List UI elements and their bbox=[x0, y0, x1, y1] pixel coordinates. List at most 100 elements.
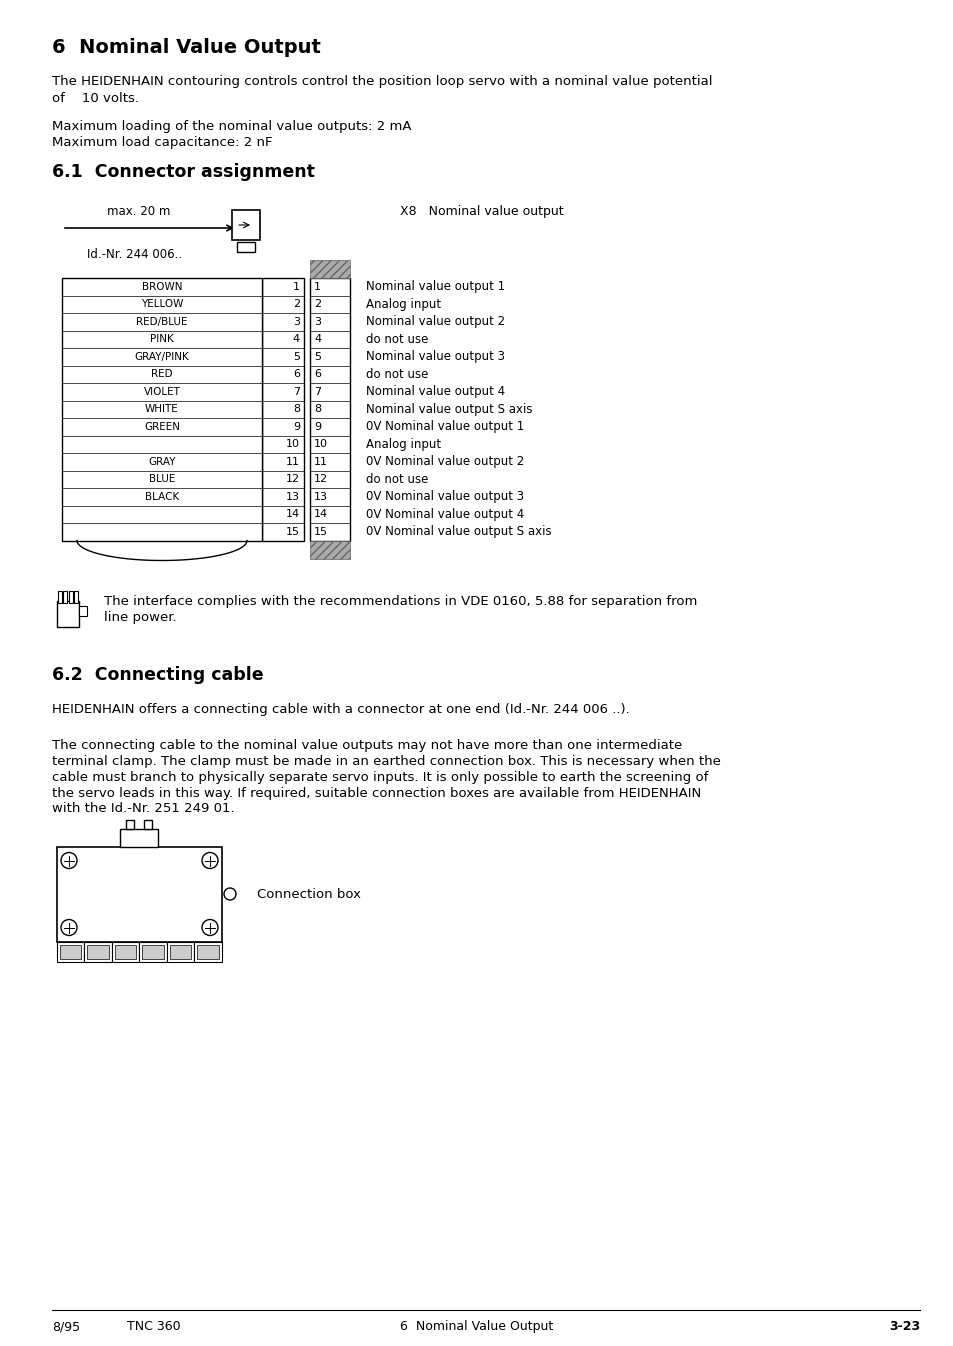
Bar bbox=[112, 941, 139, 961]
Text: BROWN: BROWN bbox=[142, 281, 182, 292]
Bar bbox=[64, 591, 68, 603]
Text: 14: 14 bbox=[286, 509, 299, 520]
Text: 3: 3 bbox=[314, 316, 320, 327]
Text: terminal clamp. The clamp must be made in an earthed connection box. This is nec: terminal clamp. The clamp must be made i… bbox=[52, 755, 720, 767]
Bar bbox=[57, 600, 79, 626]
Text: Nominal value output 3: Nominal value output 3 bbox=[366, 350, 504, 363]
Text: Connection box: Connection box bbox=[256, 887, 360, 900]
Text: 2: 2 bbox=[293, 299, 299, 310]
Bar bbox=[139, 941, 167, 961]
Text: 5: 5 bbox=[314, 351, 320, 362]
Text: 11: 11 bbox=[314, 456, 328, 467]
Text: YELLOW: YELLOW bbox=[141, 299, 183, 310]
Text: Maximum load capacitance: 2 nF: Maximum load capacitance: 2 nF bbox=[52, 136, 273, 149]
Text: 15: 15 bbox=[314, 526, 328, 537]
Bar bbox=[60, 945, 81, 958]
Text: 15: 15 bbox=[286, 526, 299, 537]
Bar bbox=[115, 945, 136, 958]
Text: Nominal value output 1: Nominal value output 1 bbox=[366, 280, 504, 293]
Text: 6.1  Connector assignment: 6.1 Connector assignment bbox=[52, 163, 314, 180]
Text: 8: 8 bbox=[314, 404, 321, 415]
Bar bbox=[262, 279, 304, 541]
Text: of    10 volts.: of 10 volts. bbox=[52, 92, 139, 105]
Bar bbox=[144, 820, 152, 829]
Text: do not use: do not use bbox=[366, 332, 428, 346]
Text: The interface complies with the recommendations in VDE 0160, 5.88 for separation: The interface complies with the recommen… bbox=[104, 595, 697, 608]
Text: WHITE: WHITE bbox=[145, 404, 178, 415]
Text: 14: 14 bbox=[314, 509, 328, 520]
Bar bbox=[85, 941, 112, 961]
Text: 10: 10 bbox=[286, 439, 299, 450]
Text: 6: 6 bbox=[293, 369, 299, 380]
Text: do not use: do not use bbox=[366, 472, 428, 486]
Text: 6  Nominal Value Output: 6 Nominal Value Output bbox=[400, 1320, 553, 1333]
Bar bbox=[310, 279, 350, 541]
Text: 6.2  Connecting cable: 6.2 Connecting cable bbox=[52, 665, 263, 684]
Text: do not use: do not use bbox=[366, 367, 428, 381]
Text: VIOLET: VIOLET bbox=[143, 386, 180, 397]
Text: The connecting cable to the nominal value outputs may not have more than one int: The connecting cable to the nominal valu… bbox=[52, 739, 681, 751]
Text: 4: 4 bbox=[293, 334, 299, 345]
Text: BLUE: BLUE bbox=[149, 474, 175, 485]
Text: 6  Nominal Value Output: 6 Nominal Value Output bbox=[52, 38, 320, 57]
Text: cable must branch to physically separate servo inputs. It is only possible to ea: cable must branch to physically separate… bbox=[52, 770, 708, 783]
Text: 1: 1 bbox=[314, 281, 320, 292]
Bar bbox=[232, 210, 260, 240]
Bar bbox=[69, 591, 73, 603]
Text: 0V Nominal value output 1: 0V Nominal value output 1 bbox=[366, 420, 524, 433]
Text: Analog input: Analog input bbox=[366, 297, 440, 311]
Text: the servo leads in this way. If required, suitable connection boxes are availabl: the servo leads in this way. If required… bbox=[52, 786, 700, 800]
Text: 12: 12 bbox=[286, 474, 299, 485]
Text: X8   Nominal value output: X8 Nominal value output bbox=[399, 205, 563, 218]
Bar bbox=[120, 829, 158, 847]
Text: 0V Nominal value output 4: 0V Nominal value output 4 bbox=[366, 507, 524, 521]
Text: 13: 13 bbox=[314, 491, 328, 502]
Text: 2: 2 bbox=[314, 299, 321, 310]
Text: 9: 9 bbox=[314, 421, 321, 432]
Bar bbox=[58, 591, 62, 603]
Text: 9: 9 bbox=[293, 421, 299, 432]
Text: line power.: line power. bbox=[104, 611, 176, 625]
Text: Maximum loading of the nominal value outputs: 2 mA: Maximum loading of the nominal value out… bbox=[52, 120, 411, 133]
Text: 3-23: 3-23 bbox=[888, 1320, 919, 1333]
Bar bbox=[310, 260, 350, 279]
Text: GREEN: GREEN bbox=[144, 421, 180, 432]
Text: HEIDENHAIN offers a connecting cable with a connector at one end (Id.-Nr. 244 00: HEIDENHAIN offers a connecting cable wit… bbox=[52, 704, 629, 716]
Text: with the Id.-Nr. 251 249 01.: with the Id.-Nr. 251 249 01. bbox=[52, 802, 234, 816]
Bar bbox=[197, 945, 219, 958]
Bar bbox=[74, 591, 78, 603]
Text: 5: 5 bbox=[293, 351, 299, 362]
Bar bbox=[79, 606, 87, 615]
Text: 8: 8 bbox=[293, 404, 299, 415]
Bar bbox=[57, 941, 85, 961]
Text: 3: 3 bbox=[293, 316, 299, 327]
Text: Nominal value output 4: Nominal value output 4 bbox=[366, 385, 504, 398]
Text: 13: 13 bbox=[286, 491, 299, 502]
Text: 0V Nominal value output 3: 0V Nominal value output 3 bbox=[366, 490, 523, 503]
Text: 12: 12 bbox=[314, 474, 328, 485]
Text: 6: 6 bbox=[314, 369, 320, 380]
Text: 7: 7 bbox=[314, 386, 321, 397]
Text: GRAY/PINK: GRAY/PINK bbox=[134, 351, 190, 362]
Bar bbox=[88, 945, 109, 958]
Bar bbox=[310, 541, 350, 559]
Bar bbox=[142, 945, 164, 958]
Text: 4: 4 bbox=[314, 334, 321, 345]
Text: 1: 1 bbox=[293, 281, 299, 292]
Bar bbox=[194, 941, 222, 961]
Text: max. 20 m: max. 20 m bbox=[107, 205, 171, 218]
Text: BLACK: BLACK bbox=[145, 491, 179, 502]
Text: 10: 10 bbox=[314, 439, 328, 450]
Text: 11: 11 bbox=[286, 456, 299, 467]
Bar bbox=[127, 820, 134, 829]
Text: RED: RED bbox=[151, 369, 172, 380]
Text: 0V Nominal value output 2: 0V Nominal value output 2 bbox=[366, 455, 524, 468]
Text: PINK: PINK bbox=[150, 334, 173, 345]
Text: Id.-Nr. 244 006..: Id.-Nr. 244 006.. bbox=[87, 248, 182, 261]
Text: 0V Nominal value output S axis: 0V Nominal value output S axis bbox=[366, 525, 551, 538]
Bar bbox=[236, 242, 254, 252]
Bar bbox=[167, 941, 194, 961]
Text: GRAY: GRAY bbox=[148, 456, 175, 467]
Text: Analog input: Analog input bbox=[366, 437, 440, 451]
Bar bbox=[62, 279, 262, 541]
